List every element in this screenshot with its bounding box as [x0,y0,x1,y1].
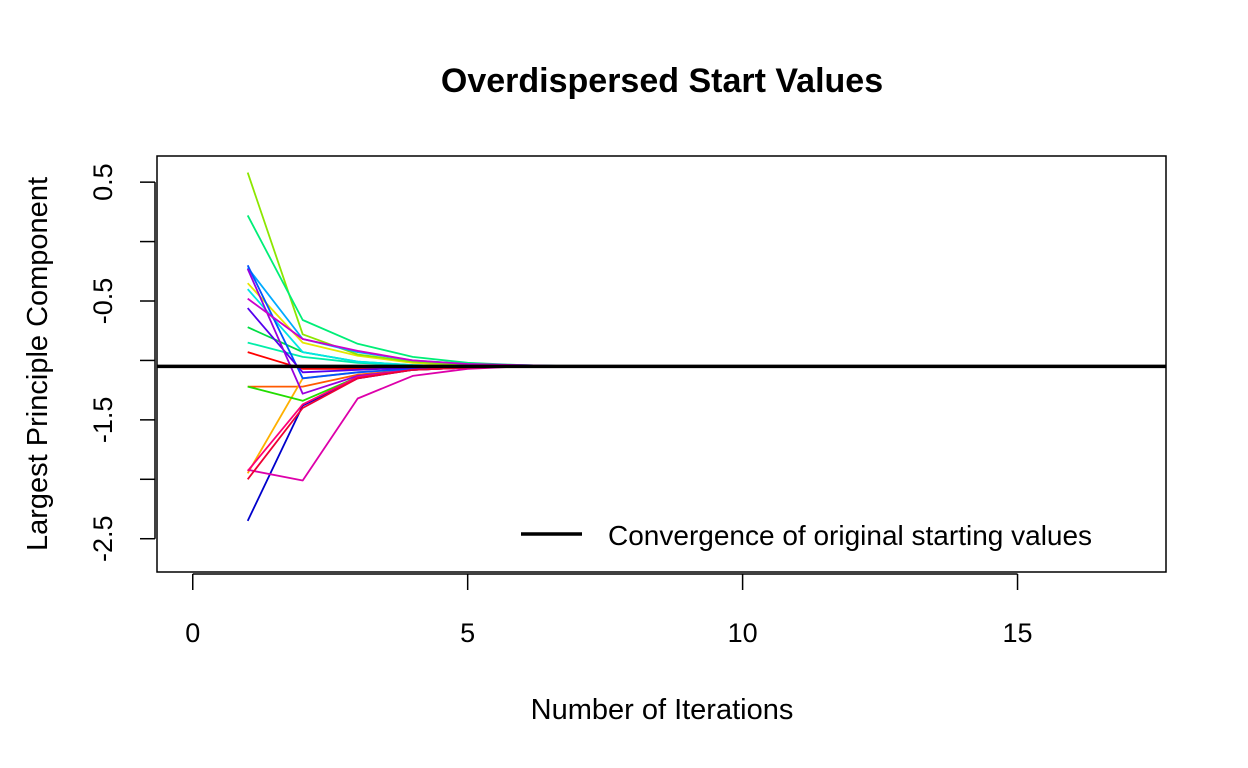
series-line-6 [247,365,578,402]
axis-layer: 0 5 10 15 0.5 -0.5 -1.5 -2.5 [88,155,1167,648]
series-layer [246,172,578,522]
legend: Convergence of original starting values [521,520,1092,551]
y-tick-label: -2.5 [88,515,118,562]
chart-title: Overdispersed Start Values [441,62,883,100]
y-axis-label: Largest Principle Component [22,177,54,551]
x-tick-label: 5 [460,618,475,648]
x-tick-label: 0 [185,618,200,648]
y-tick-label: -0.5 [88,278,118,325]
series-line-8 [246,214,578,368]
x-axis-label: Number of Iterations [531,694,794,726]
legend-label: Convergence of original starting values [608,520,1092,551]
series-line-17 [247,365,578,482]
x-tick-label: 10 [728,618,758,648]
y-tick-label: -1.5 [88,397,118,444]
plot-frame [156,155,1167,573]
x-tick-label: 15 [1003,618,1033,648]
series-line-4 [247,282,578,368]
y-tick-label: 0.5 [88,163,118,201]
